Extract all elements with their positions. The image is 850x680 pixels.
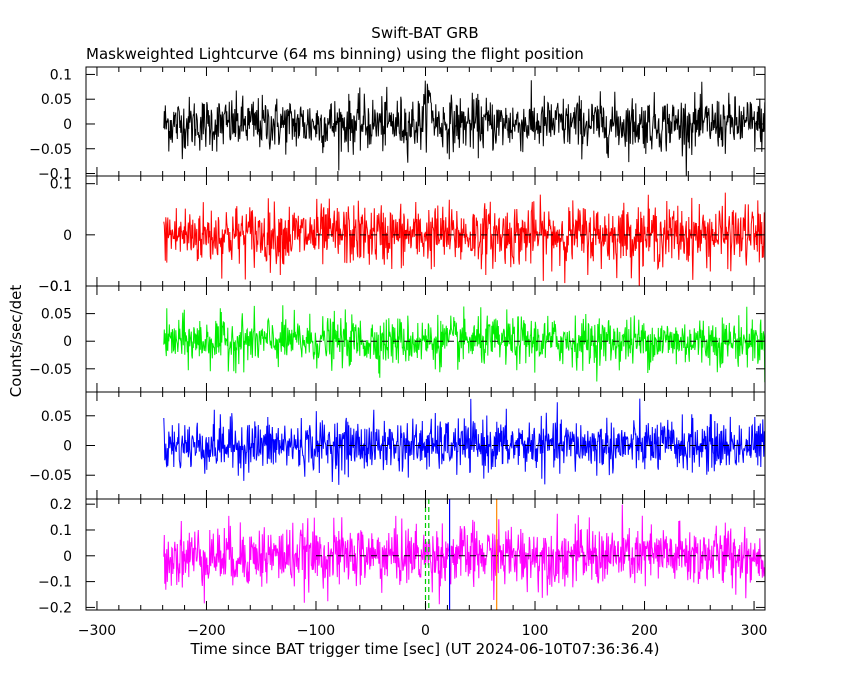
y-tick-label: 0.1 [50,523,72,539]
y-tick-label: 0 [63,334,72,350]
series-trace-4 [163,504,765,605]
y-tick-label: −0.1 [38,167,72,183]
y-tick-label: 0.1 [50,177,72,193]
y-tick-label: 0 [63,117,72,133]
x-tick-label: 0 [421,623,430,639]
x-tick-label: −300 [78,623,116,639]
y-tick-label: −0.05 [29,362,72,378]
x-tick-label: −200 [187,623,225,639]
y-axis-label: Counts/sec/det [7,285,25,398]
x-tick-label: 200 [631,623,658,639]
y-tick-label: −0.2 [38,600,72,616]
y-tick-label: −0.1 [38,279,72,295]
series-trace-2 [163,305,765,383]
y-tick-label: 0.1 [50,67,72,83]
y-tick-label: 0.2 [50,497,72,513]
x-tick-label: 100 [522,623,549,639]
series-trace-0 [163,80,765,176]
y-tick-label: 0.05 [41,92,72,108]
y-tick-label: −0.05 [29,468,72,484]
y-tick-label: −0.05 [29,142,72,158]
x-axis-label: Time since BAT trigger time [sec] (UT 20… [190,640,660,658]
y-tick-label: 0.05 [41,307,72,323]
series-trace-3 [163,398,765,485]
y-tick-label: −0.1 [38,575,72,591]
series-trace-1 [163,192,765,286]
x-axis-ticks: −300 −200 −100 0 100 200 300 [78,623,768,639]
panels-group: 0.10.050−0.05−0.10.10−0.10.10.050−0.050.… [29,66,766,616]
y-tick-label: 0 [63,439,72,455]
chart-title: Swift-BAT GRB [371,24,478,42]
y-tick-label: 0.05 [41,409,72,425]
x-tick-label: 300 [741,623,768,639]
y-tick-label: 0 [63,549,72,565]
x-tick-label: −100 [297,623,335,639]
y-tick-label: 0 [63,228,72,244]
y-tick-label: 0.1 [50,279,72,295]
chart-subtitle: Maskweighted Lightcurve (64 ms binning) … [86,45,584,63]
